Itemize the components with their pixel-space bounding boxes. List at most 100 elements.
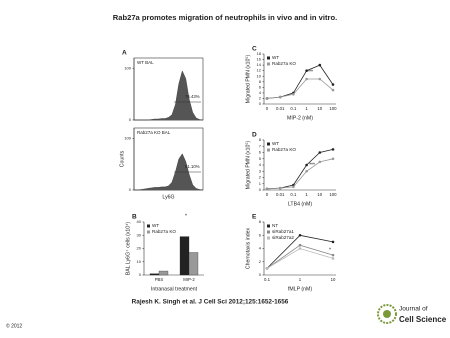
y-tick-label: 16 — [257, 57, 262, 62]
x-axis-label: LTB4 (nM) — [288, 201, 312, 207]
plot-frame — [133, 127, 204, 191]
point — [305, 163, 308, 167]
legend-swatch — [267, 236, 270, 240]
point — [305, 69, 308, 72]
y-tick-label: 4 — [259, 90, 262, 95]
x-tick-label: 1 — [305, 106, 308, 111]
x-tick-label: 10 — [317, 106, 322, 111]
legend-swatch — [267, 62, 270, 66]
y-tick-label: 30 — [137, 232, 142, 237]
histogram-title: WT BAL — [137, 60, 154, 65]
point — [331, 157, 335, 161]
bar — [158, 270, 169, 276]
panel-letter: B — [132, 214, 137, 221]
point — [292, 92, 295, 96]
histogram-title: Rab27a KO BAL — [137, 130, 171, 135]
x-tick-label: 0.01 — [276, 106, 285, 111]
citation: Rajesh K. Singh et al. J Cell Sci 2012;1… — [132, 299, 289, 306]
legend-swatch — [267, 224, 270, 228]
significance: * — [329, 247, 331, 253]
x-tick-label: 0.01 — [276, 192, 285, 197]
logo-line1: Journal of — [399, 306, 428, 313]
y-axis-label: BAL Ly6G⁺ cells (x10⁴) — [125, 222, 131, 276]
y-tick-label: 8 — [259, 219, 262, 224]
panel-letter: A — [122, 50, 127, 57]
point — [305, 169, 308, 173]
panel-letter: E — [252, 214, 257, 221]
x-axis-label: MIP-2 (nM) — [287, 115, 313, 121]
y-axis-label: Counts — [119, 150, 125, 167]
y-tick-label: 8 — [259, 79, 262, 84]
point — [331, 253, 335, 257]
y-axis-label: Migrated PMN (x10⁵) — [245, 140, 251, 189]
y-tick-label: 6 — [259, 232, 262, 237]
legend-swatch — [147, 224, 150, 228]
y-tick-label: 40 — [137, 219, 142, 224]
y-tick-label: 20 — [137, 246, 142, 251]
histogram — [134, 153, 204, 191]
legend-swatch — [147, 230, 150, 234]
y-tick-label: 12 — [257, 68, 262, 73]
x-tick-label: 0.1 — [290, 192, 297, 197]
point — [331, 240, 335, 244]
x-tick-label: 0 — [266, 192, 269, 197]
legend-label: siRab27a2 — [272, 235, 294, 240]
panel-letter: C — [252, 46, 257, 53]
x-tick-label: 100 — [329, 106, 337, 111]
x-tick-label: 1 — [305, 192, 308, 197]
legend-label: WT — [152, 223, 159, 228]
legend-swatch — [267, 230, 270, 234]
series-line — [266, 158, 334, 190]
point — [265, 187, 269, 191]
legend-label: WT — [272, 55, 279, 60]
point — [278, 186, 282, 190]
bar — [149, 273, 160, 276]
point — [318, 151, 322, 154]
x-tick-label: 0 — [266, 106, 269, 111]
bar — [179, 236, 190, 276]
x-tick-label: 0.1 — [264, 277, 271, 282]
legend-swatch — [267, 56, 270, 60]
legend-label: Rab27a KO — [272, 147, 296, 152]
point — [265, 267, 269, 270]
y-tick-label: 0 — [129, 187, 132, 192]
y-tick-label: 6 — [259, 150, 262, 155]
y-tick-label: 7 — [259, 143, 262, 148]
y-tick-label: 100 — [124, 65, 131, 70]
gate-percent: 51.10% — [185, 164, 200, 169]
x-axis-label: Intranasal treatment — [151, 286, 198, 292]
y-tick-label: 4 — [259, 162, 262, 167]
x-tick-label: PBS — [155, 277, 164, 282]
x-tick-label: 10 — [317, 192, 322, 197]
logo-mark — [377, 304, 397, 324]
point — [318, 160, 322, 164]
point — [298, 233, 302, 237]
y-tick-label: 0 — [259, 187, 262, 192]
series-line — [266, 78, 334, 99]
significance: *** — [307, 69, 313, 75]
y-tick-label: 3 — [259, 168, 262, 173]
x-tick-label: MIP-2 — [183, 277, 195, 282]
significance: * — [185, 213, 187, 219]
point — [298, 247, 302, 250]
series-line — [266, 149, 334, 190]
legend-label: siRab27a1 — [272, 229, 294, 234]
y-tick-label: 0 — [259, 101, 262, 106]
point — [298, 243, 302, 247]
y-tick-label: 2 — [259, 96, 262, 101]
x-axis-label: Ly6G — [162, 194, 174, 200]
y-tick-label: 8 — [259, 137, 262, 142]
significance: *** — [309, 162, 315, 168]
y-tick-label: 1 — [259, 181, 262, 186]
legend-swatch — [267, 142, 270, 146]
y-tick-label: 14 — [257, 62, 262, 67]
y-axis-label: Migrated PMN (x10⁵) — [245, 54, 251, 103]
y-tick-label: 0 — [259, 272, 262, 277]
legend-label: NT — [272, 223, 278, 228]
legend-label: Rab27a KO — [272, 61, 296, 66]
y-tick-label: 10 — [137, 259, 142, 264]
y-tick-label: 10 — [257, 73, 262, 78]
point — [331, 83, 335, 86]
histogram — [134, 70, 204, 121]
